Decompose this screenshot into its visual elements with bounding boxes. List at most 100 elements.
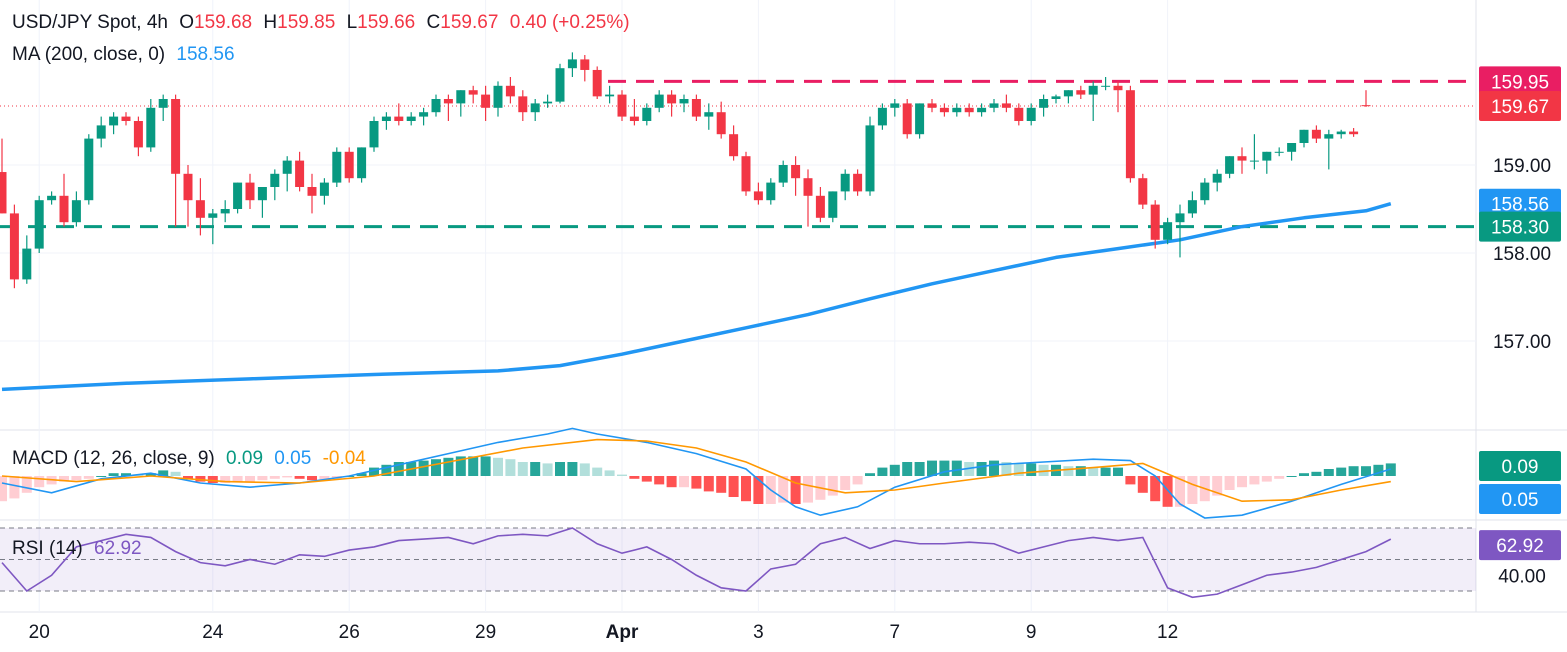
macd-histogram-bar (728, 476, 739, 497)
macd-histogram-bar (0, 476, 7, 502)
candle-body (1262, 151, 1272, 161)
candle-body (1187, 200, 1197, 214)
macd-histogram-bar (1088, 467, 1099, 476)
candle-body (1125, 90, 1135, 179)
candle (468, 85, 478, 104)
macd-histogram-bar (1162, 476, 1173, 507)
macd-histogram-bar (1125, 476, 1136, 485)
candle (543, 94, 553, 108)
candle (667, 90, 677, 117)
candle-body (853, 173, 863, 192)
candle-body (1163, 222, 1173, 240)
macd-histogram-bar (976, 462, 987, 476)
macd-signal-line (1, 438, 1391, 503)
time-tick-label: 24 (202, 622, 224, 643)
rsi-legend-value: 62.92 (94, 538, 142, 559)
candle (319, 178, 329, 205)
macd-histogram-bar (1137, 476, 1148, 493)
candle (902, 99, 912, 139)
candle (989, 99, 999, 113)
macd-tag-bg (1479, 484, 1561, 514)
candle-body (84, 138, 94, 201)
candle-body (233, 182, 243, 209)
time-axis[interactable]: 20 24 26 29 Apr 3 7 9 12 (29, 622, 1179, 643)
candle-body (381, 116, 391, 121)
candle (729, 125, 739, 161)
candle-body (642, 107, 652, 121)
macd-histogram-bar (641, 476, 652, 482)
candle (47, 191, 57, 205)
macd-histogram-bar (617, 474, 627, 476)
candle-body (307, 187, 317, 196)
candle (1001, 94, 1011, 113)
candle (121, 112, 131, 126)
candle-body (605, 94, 615, 97)
candle-body (902, 103, 912, 135)
candle (270, 169, 280, 201)
candle-body (493, 85, 503, 108)
candle-body (1101, 85, 1111, 87)
macd-histogram-bar (282, 476, 293, 478)
macd-histogram-bar (542, 463, 553, 476)
ma200-path (1, 202, 1392, 392)
macd-histogram-bar (468, 456, 479, 476)
macd-histogram-bar (840, 476, 851, 490)
price-tag-text: 158.30 (1491, 218, 1549, 239)
candle (332, 147, 342, 187)
candle (1311, 125, 1321, 143)
candle (791, 156, 801, 196)
candle (357, 147, 367, 183)
candle-body (1249, 160, 1259, 162)
symbol-label: USD/JPY Spot, 4h (12, 12, 168, 33)
price-tag: 158.30 (1479, 211, 1561, 242)
candle (1324, 129, 1334, 170)
candle-body (1361, 105, 1371, 107)
candle-body (1200, 182, 1210, 201)
macd-histogram-bar (257, 476, 268, 481)
candle (493, 81, 503, 117)
macd-histogram-bar (121, 473, 131, 476)
candle-body (1311, 129, 1321, 139)
macd-histogram-bar (1373, 464, 1384, 476)
candle (1113, 81, 1123, 113)
candle-body (71, 200, 81, 223)
macd-histogram-bar (145, 473, 156, 476)
candle-body (22, 248, 32, 280)
candle (1212, 169, 1222, 192)
candle-body (34, 200, 44, 249)
candle-body (840, 173, 850, 192)
candle (815, 187, 825, 223)
candle (0, 138, 7, 214)
candle-body (443, 99, 453, 104)
candle (245, 173, 255, 209)
macd-histogram-bar (1348, 466, 1359, 476)
candle (84, 134, 94, 205)
macd-histogram-bar (666, 476, 677, 488)
candle-body (1076, 90, 1086, 95)
time-tick-label: 12 (1157, 622, 1178, 643)
macd-histogram-bar (865, 473, 875, 476)
macd-histogram-bar (1237, 476, 1247, 488)
candle (952, 103, 962, 117)
candle (257, 187, 267, 218)
price-axis[interactable]: 157.00 158.00 159.00 40.00 (1493, 156, 1551, 587)
time-tick-label: 9 (1026, 622, 1037, 643)
candle-body (245, 182, 255, 201)
macd-histogram-bar (1187, 476, 1198, 504)
price-tick-label: 159.00 (1493, 156, 1551, 177)
candle (1175, 204, 1185, 258)
macd-histogram-bar (9, 476, 20, 499)
macd-histogram-bar (1013, 463, 1024, 476)
candle (555, 63, 565, 104)
candle (753, 182, 763, 205)
macd-histogram-bar (716, 476, 727, 493)
candle (282, 156, 292, 192)
candle-body (1014, 107, 1024, 121)
rsi-pane (0, 527, 1476, 599)
candle-body (505, 85, 515, 97)
ohlc-legend: USD/JPY Spot, 4h O159.68 H159.85 L159.66… (12, 12, 636, 34)
candle-body (654, 94, 664, 108)
price-tag-bg (1479, 211, 1561, 242)
price-tag: 158.56 (1479, 188, 1561, 219)
